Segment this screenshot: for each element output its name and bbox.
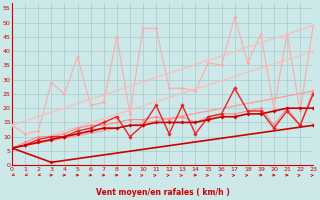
X-axis label: Vent moyen/en rafales ( km/h ): Vent moyen/en rafales ( km/h )	[96, 188, 229, 197]
